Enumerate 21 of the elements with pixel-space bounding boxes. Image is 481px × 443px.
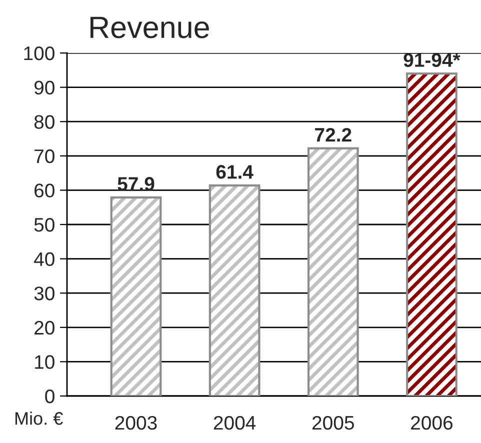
y-tick-label: 80	[34, 115, 54, 129]
chart-title: Revenue	[90, 16, 209, 38]
y-tick-label: 90	[34, 80, 54, 95]
y-tick-label: 40	[34, 252, 54, 266]
data-label: 57.9	[118, 177, 154, 191]
text: Mio. €	[15, 412, 63, 425]
data-label: 61.4	[216, 165, 254, 179]
x-tick-label: 2004	[214, 416, 256, 430]
y-tick-label: 60	[34, 184, 54, 198]
y-tick-label: 70	[34, 149, 54, 164]
x-tick-label: 2003	[115, 416, 157, 430]
x-tick-label: 2005	[312, 416, 354, 430]
y-tick-label: 10	[35, 355, 54, 369]
y-tick-label: 50	[34, 218, 54, 232]
y-tick-label: 30	[34, 286, 54, 300]
y-tick-label: 0	[45, 389, 54, 404]
data-label: 72.2	[315, 128, 352, 142]
data-label: 91-94*	[404, 53, 460, 67]
y-tick-label: 20	[34, 320, 54, 335]
y-tick-label: 100	[24, 46, 54, 60]
x-tick-label: 2006	[411, 416, 452, 430]
